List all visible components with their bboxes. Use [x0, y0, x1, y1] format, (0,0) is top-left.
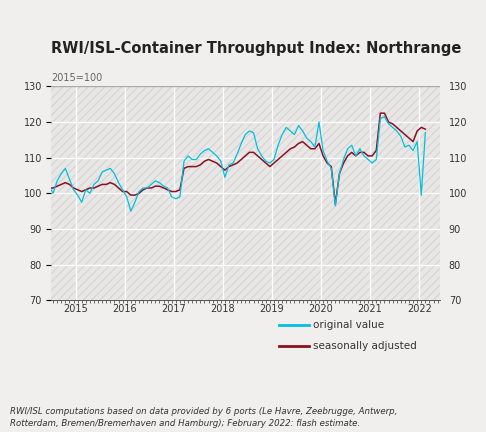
Text: original value: original value	[313, 320, 384, 330]
Text: 2015=100: 2015=100	[51, 73, 102, 83]
Text: RWI/ISL computations based on data provided by 6 ports (Le Havre, Zeebrugge, Ant: RWI/ISL computations based on data provi…	[10, 407, 397, 428]
Text: seasonally adjusted: seasonally adjusted	[313, 340, 417, 351]
Text: RWI/ISL-Container Throughput Index: Northrange: RWI/ISL-Container Throughput Index: Nort…	[51, 41, 461, 56]
